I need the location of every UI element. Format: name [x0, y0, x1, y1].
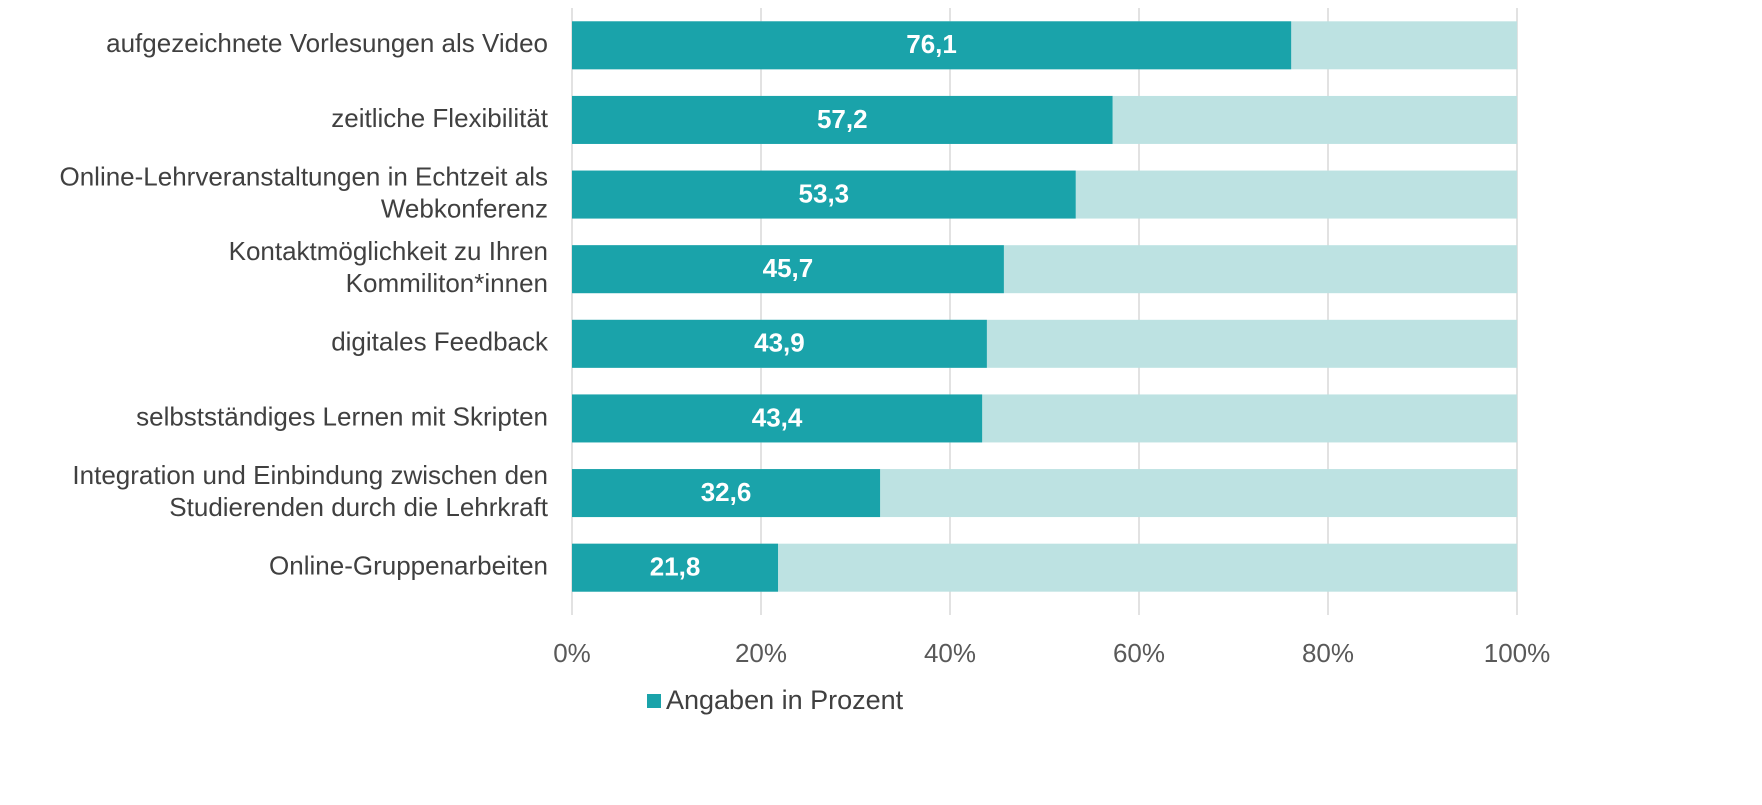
value-label: 45,7: [763, 253, 814, 283]
value-label: 53,3: [799, 178, 850, 208]
bar: [572, 319, 987, 368]
x-tick-label: 0%: [553, 638, 591, 668]
bar: [572, 394, 983, 443]
legend-swatch: [647, 694, 661, 708]
y-tick-label: digitales Feedback: [331, 327, 549, 357]
value-label: 57,2: [817, 104, 868, 134]
value-label: 43,4: [752, 402, 803, 432]
y-tick-label: Online-Gruppenarbeiten: [269, 551, 548, 581]
y-tick-label: Integration und Einbindung zwischen den S…: [72, 460, 548, 522]
bar: [572, 469, 881, 518]
x-tick-label: 80%: [1302, 638, 1354, 668]
bar: [572, 543, 779, 592]
value-label: 76,1: [906, 29, 957, 59]
bar: [572, 170, 1076, 219]
y-tick-label: zeitliche Flexibilität: [331, 103, 549, 133]
value-label: 21,8: [650, 552, 701, 582]
bar: [572, 245, 1004, 294]
x-tick-label: 20%: [735, 638, 787, 668]
legend-label: Angaben in Prozent: [666, 685, 904, 715]
x-tick-label: 40%: [924, 638, 976, 668]
y-tick-label: selbstständiges Lernen mit Skripten: [136, 401, 548, 431]
x-tick-label: 100%: [1484, 638, 1551, 668]
value-label: 32,6: [701, 477, 752, 507]
x-tick-label: 60%: [1113, 638, 1165, 668]
y-tick-label: Online-Lehrveranstaltungen in Echtzeit a…: [59, 161, 548, 223]
bar: [572, 21, 1292, 70]
y-tick-label: aufgezeichnete Vorlesungen als Video: [106, 28, 548, 58]
bar: [572, 95, 1113, 144]
value-label: 43,9: [754, 328, 805, 358]
y-tick-label: Kontaktmöglichkeit zu Ihren Kommiliton*in…: [229, 236, 548, 298]
